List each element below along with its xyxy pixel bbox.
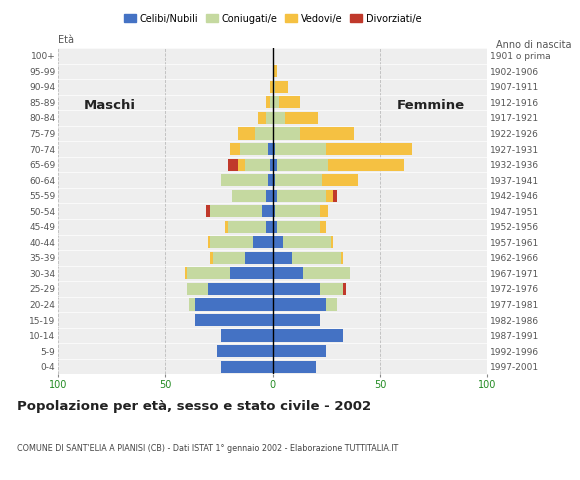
- Bar: [273, 283, 320, 295]
- Bar: [277, 158, 328, 170]
- Bar: [273, 299, 326, 311]
- Bar: [326, 190, 333, 202]
- Text: Popolazione per età, sesso e stato civile - 2002: Popolazione per età, sesso e stato civil…: [17, 400, 372, 413]
- Bar: [328, 158, 404, 170]
- Bar: [208, 236, 211, 248]
- Bar: [275, 174, 322, 186]
- Bar: [320, 221, 326, 233]
- Bar: [230, 267, 273, 279]
- Bar: [284, 236, 331, 248]
- Bar: [217, 345, 273, 357]
- Bar: [208, 283, 273, 295]
- Bar: [245, 252, 273, 264]
- Bar: [212, 252, 245, 264]
- Bar: [270, 158, 273, 170]
- Bar: [279, 96, 300, 108]
- Bar: [211, 236, 253, 248]
- Legend: Celibi/Nubili, Coniugati/e, Vedovi/e, Divorziati/e: Celibi/Nubili, Coniugati/e, Vedovi/e, Di…: [120, 10, 425, 27]
- Bar: [227, 158, 238, 170]
- Bar: [221, 329, 273, 342]
- Bar: [273, 267, 303, 279]
- Bar: [238, 127, 255, 140]
- Bar: [273, 96, 279, 108]
- Bar: [269, 143, 273, 155]
- Bar: [326, 143, 412, 155]
- Bar: [266, 221, 273, 233]
- Text: Anno di nascita: Anno di nascita: [496, 40, 571, 50]
- Bar: [211, 205, 262, 217]
- Bar: [320, 283, 343, 295]
- Bar: [275, 143, 327, 155]
- Bar: [322, 174, 358, 186]
- Bar: [189, 299, 195, 311]
- Bar: [275, 81, 288, 93]
- Bar: [326, 299, 337, 311]
- Bar: [300, 127, 354, 140]
- Bar: [273, 127, 300, 140]
- Bar: [245, 158, 270, 170]
- Bar: [184, 267, 187, 279]
- Bar: [273, 205, 275, 217]
- Bar: [273, 221, 277, 233]
- Bar: [195, 314, 273, 326]
- Bar: [273, 65, 277, 77]
- Text: COMUNE DI SANT'ELIA A PIANISI (CB) - Dati ISTAT 1° gennaio 2002 - Elaborazione T: COMUNE DI SANT'ELIA A PIANISI (CB) - Dat…: [17, 444, 398, 453]
- Bar: [266, 112, 273, 124]
- Bar: [269, 174, 273, 186]
- Bar: [273, 360, 316, 372]
- Bar: [258, 112, 266, 124]
- Bar: [241, 143, 269, 155]
- Bar: [270, 81, 273, 93]
- Bar: [262, 205, 273, 217]
- Bar: [273, 236, 284, 248]
- Bar: [273, 174, 275, 186]
- Bar: [303, 267, 350, 279]
- Bar: [195, 299, 273, 311]
- Bar: [270, 96, 273, 108]
- Bar: [211, 252, 212, 264]
- Bar: [266, 96, 270, 108]
- Bar: [187, 267, 230, 279]
- Bar: [206, 205, 211, 217]
- Text: Età: Età: [58, 35, 74, 45]
- Bar: [273, 143, 275, 155]
- Bar: [273, 81, 275, 93]
- Bar: [285, 112, 318, 124]
- Bar: [230, 143, 241, 155]
- Text: Femmine: Femmine: [397, 99, 465, 112]
- Bar: [273, 345, 326, 357]
- Bar: [320, 205, 328, 217]
- Bar: [273, 190, 277, 202]
- Bar: [341, 252, 343, 264]
- Bar: [273, 329, 343, 342]
- Bar: [221, 360, 273, 372]
- Bar: [232, 190, 266, 202]
- Bar: [277, 221, 320, 233]
- Bar: [255, 127, 273, 140]
- Text: Maschi: Maschi: [84, 99, 136, 112]
- Bar: [275, 205, 320, 217]
- Bar: [292, 252, 341, 264]
- Bar: [331, 236, 333, 248]
- Bar: [333, 190, 337, 202]
- Bar: [273, 158, 277, 170]
- Bar: [273, 314, 320, 326]
- Bar: [343, 283, 346, 295]
- Bar: [273, 252, 292, 264]
- Bar: [253, 236, 273, 248]
- Bar: [266, 190, 273, 202]
- Bar: [238, 158, 245, 170]
- Bar: [227, 221, 266, 233]
- Bar: [226, 221, 227, 233]
- Bar: [277, 190, 326, 202]
- Bar: [221, 174, 269, 186]
- Bar: [187, 283, 208, 295]
- Bar: [273, 112, 285, 124]
